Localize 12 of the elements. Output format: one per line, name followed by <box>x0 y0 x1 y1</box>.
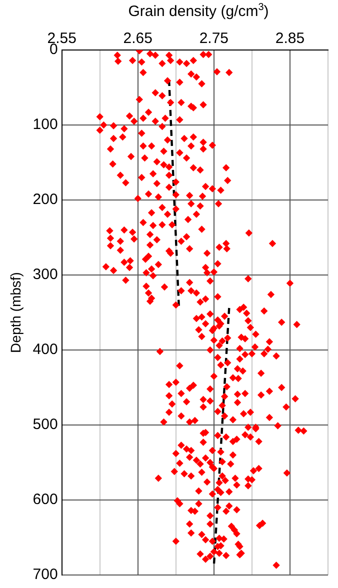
y-tick-label: 200 <box>32 191 58 208</box>
y-tick-label: 400 <box>32 341 58 358</box>
x-tick-label: 2.85 <box>275 30 305 48</box>
x-axis-title: Grain density (g/cm$^{3}$) <box>127 2 270 20</box>
y-tick-label: 600 <box>32 491 58 508</box>
y-tick-label: 300 <box>32 266 58 284</box>
y-axis-title: Depth (mbsf) <box>7 272 24 353</box>
y-tick-label: 500 <box>32 416 58 434</box>
x-tick-label: 2.75 <box>199 30 229 48</box>
x-tick-label: 2.65 <box>123 30 152 48</box>
y-tick-label: 100 <box>32 116 58 134</box>
y-tick-label: 700 <box>32 566 58 584</box>
